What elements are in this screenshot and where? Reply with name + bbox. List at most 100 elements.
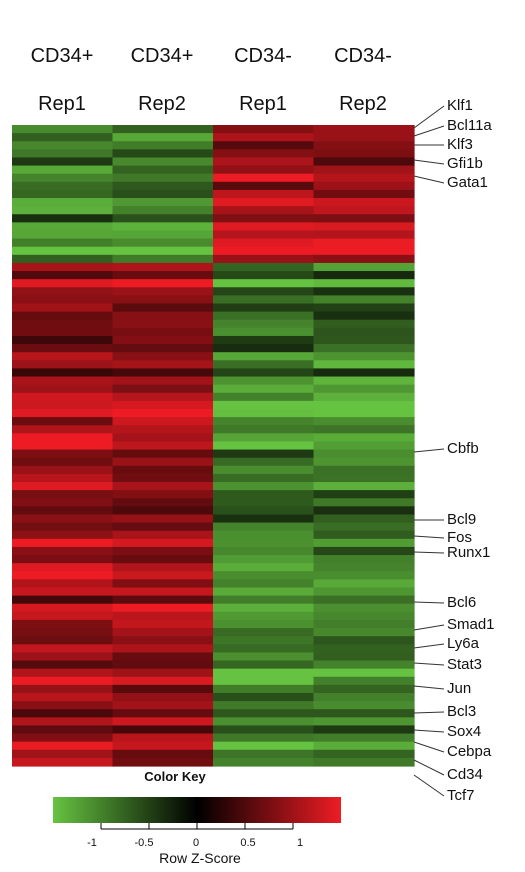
heatmap-cell (313, 287, 415, 296)
heatmap-cell (112, 198, 214, 207)
heatmap-cell (112, 514, 214, 524)
heatmap-cell (12, 279, 114, 288)
heatmap-cell (12, 360, 114, 370)
gene-label-stat3: Stat3 (447, 656, 483, 673)
heatmap-cell (313, 181, 415, 191)
heatmap-cell (12, 400, 114, 410)
heatmap-cell (313, 644, 415, 654)
gene-label-fos: Fos (447, 529, 473, 546)
gene-connector-line (413, 741, 445, 753)
column-header-1-line2: Rep1 (38, 93, 86, 115)
heatmap-cell (313, 628, 415, 637)
gene-label-bcl9: Bcl9 (447, 511, 477, 528)
gene-connector-line (413, 551, 445, 554)
heatmap-cell (112, 417, 214, 426)
heatmap-cell (313, 149, 415, 159)
heatmap-cell (112, 595, 214, 605)
heatmap-cell (313, 587, 415, 597)
heatmap-cell (313, 400, 415, 410)
heatmap-cell (12, 757, 114, 767)
heatmap-cell (213, 717, 315, 727)
heatmap-cell (12, 344, 114, 353)
heatmap-cell (12, 717, 114, 727)
heatmap-cell (213, 749, 315, 759)
heatmap-cell (12, 709, 114, 718)
heatmap-cell (313, 238, 415, 248)
heatmap-cell (313, 522, 415, 532)
color-key-tick-label: -1 (87, 837, 97, 849)
heatmap-cell (313, 457, 415, 467)
heatmap-cell (12, 457, 114, 467)
heatmap-cell (112, 498, 214, 507)
heatmap-cell (112, 530, 214, 540)
heatmap-cell (313, 571, 415, 580)
heatmap-cell (12, 368, 114, 378)
heatmap-cell (213, 465, 315, 475)
gene-connector-line (413, 774, 445, 797)
heatmap-cell (213, 271, 315, 280)
gene-connector-line (413, 662, 445, 666)
gene-label-bcl11a: Bcl11a (447, 117, 492, 134)
heatmap-cell (313, 433, 415, 443)
gene-label-smad1: Smad1 (447, 616, 495, 633)
heatmap-cell (213, 368, 315, 378)
heatmap-cell (112, 189, 214, 199)
heatmap-cell (112, 441, 214, 451)
heatmap-cell (213, 457, 315, 467)
heatmap-cell (213, 254, 315, 264)
heatmap-cell (313, 579, 415, 589)
heatmap-cell (12, 522, 114, 532)
heatmap-cell (12, 262, 114, 272)
heatmap-cell (12, 417, 114, 426)
heatmap-cell (313, 725, 415, 735)
heatmap-cell (213, 295, 315, 305)
column-header-2-line2: Rep2 (138, 93, 186, 115)
heatmap-cell (112, 181, 214, 191)
heatmap-cell (112, 368, 214, 378)
column-header-2: CD34+ Rep2 (112, 45, 212, 115)
heatmap-cell (112, 465, 214, 475)
column-header-3: CD34- Rep1 (213, 45, 313, 115)
heatmap-cell (112, 684, 214, 694)
heatmap-cell (12, 149, 114, 159)
heatmap-cell (213, 757, 315, 767)
heatmap-cell (313, 319, 415, 329)
heatmap-cell (213, 149, 315, 159)
column-header-1: CD34+ Rep1 (12, 45, 112, 115)
heatmap-cell (313, 692, 415, 702)
heatmap-cell (112, 271, 214, 280)
gene-connector-line (413, 125, 445, 137)
color-key-tick-label: 0.5 (240, 837, 256, 849)
heatmap-cell (112, 262, 214, 272)
heatmap-cell (313, 514, 415, 524)
heatmap-cell (112, 344, 214, 353)
heatmap-cell (112, 546, 214, 556)
heatmap-cell (313, 392, 415, 402)
heatmap-cell (213, 327, 315, 337)
heatmap-cell (313, 271, 415, 280)
heatmap-cell (213, 619, 315, 629)
heatmap-cell (12, 319, 114, 329)
heatmap-cell (112, 741, 214, 751)
gene-label-tcf7: Tcf7 (447, 787, 475, 804)
gene-connector-line (413, 643, 445, 649)
heatmap-cell (213, 473, 315, 483)
heatmap-cell (12, 254, 114, 264)
heatmap-cell (213, 206, 315, 215)
heatmap-cell (213, 571, 315, 580)
heatmap-cell (313, 279, 415, 288)
heatmap-cell (213, 303, 315, 313)
heatmap-cell (213, 741, 315, 751)
color-key-tick-label: 1 (296, 837, 304, 849)
heatmap-cell (213, 287, 315, 296)
heatmap-cell (313, 603, 415, 613)
heatmap-cell (213, 157, 315, 167)
gene-connector-line (413, 601, 445, 604)
gene-label-cebpa: Cebpa (447, 743, 492, 760)
heatmap-cell (12, 230, 114, 240)
heatmap-cell (12, 579, 114, 589)
heatmap-cell (313, 506, 415, 516)
heatmap-cell (313, 384, 415, 394)
heatmap-cell (213, 246, 315, 256)
heatmap-cell (313, 595, 415, 605)
